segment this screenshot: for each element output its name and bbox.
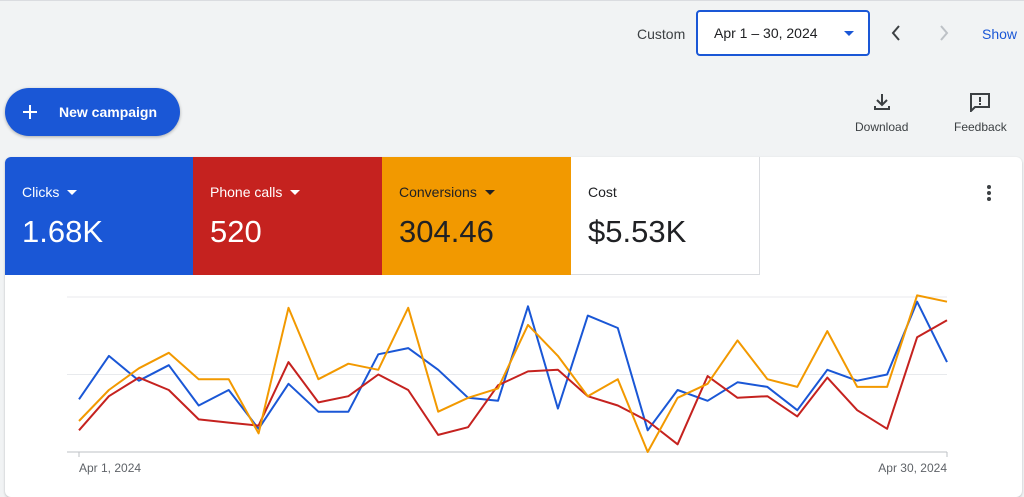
series-line-phone-calls: [78, 319, 948, 446]
date-range-type-label: Custom: [637, 26, 686, 42]
performance-card: Clicks 1.68K Phone calls 520 Conversions…: [5, 157, 1022, 497]
top-divider: [0, 0, 1024, 1]
x-tick-label-start: Apr 1, 2024: [79, 461, 141, 475]
metric-tile-phone-calls[interactable]: Phone calls 520: [193, 157, 382, 275]
date-range-select[interactable]: Apr 1 – 30, 2024: [696, 10, 870, 56]
metric-value-conversions: 304.46: [399, 214, 494, 249]
dropdown-caret-icon: [290, 189, 301, 195]
plus-icon: [23, 105, 37, 119]
dropdown-caret-icon: [844, 31, 854, 36]
metric-label-phone-calls: Phone calls: [210, 184, 283, 200]
feedback-icon: [970, 93, 991, 112]
metric-value-phone-calls: 520: [210, 214, 262, 249]
previous-period-button[interactable]: [884, 20, 908, 46]
metric-label-cost: Cost: [588, 184, 617, 200]
chevron-left-icon: [891, 25, 900, 41]
download-label: Download: [855, 120, 909, 134]
performance-chart: Apr 1, 2024 Apr 30, 2024: [67, 294, 948, 475]
metric-value-clicks: 1.68K: [22, 214, 104, 249]
dropdown-caret-icon: [67, 189, 78, 195]
metric-label-clicks: Clicks: [22, 184, 60, 200]
metric-tile-clicks[interactable]: Clicks 1.68K: [5, 157, 193, 275]
download-button[interactable]: Download: [855, 92, 908, 134]
x-tick-label-end: Apr 30, 2024: [878, 461, 947, 475]
chevron-right-icon: [940, 25, 949, 41]
metric-label-conversions: Conversions: [399, 184, 477, 200]
new-campaign-button[interactable]: New campaign: [5, 88, 180, 136]
series-line-clicks: [78, 300, 948, 432]
metric-tile-conversions[interactable]: Conversions 304.46: [382, 157, 571, 275]
next-period-button[interactable]: [932, 20, 956, 46]
more-options-icon[interactable]: [985, 185, 993, 205]
date-range-value: Apr 1 – 30, 2024: [714, 25, 818, 41]
download-icon: [873, 94, 890, 110]
series-line-conversions: [78, 294, 948, 453]
dropdown-caret-icon: [484, 189, 495, 195]
metric-tile-cost[interactable]: Cost $5.53K: [571, 157, 760, 275]
new-campaign-label: New campaign: [59, 104, 158, 120]
feedback-button[interactable]: Feedback: [954, 92, 1007, 134]
feedback-label: Feedback: [954, 120, 1007, 134]
show-link[interactable]: Show: [982, 26, 1018, 42]
metric-value-cost: $5.53K: [588, 214, 687, 249]
